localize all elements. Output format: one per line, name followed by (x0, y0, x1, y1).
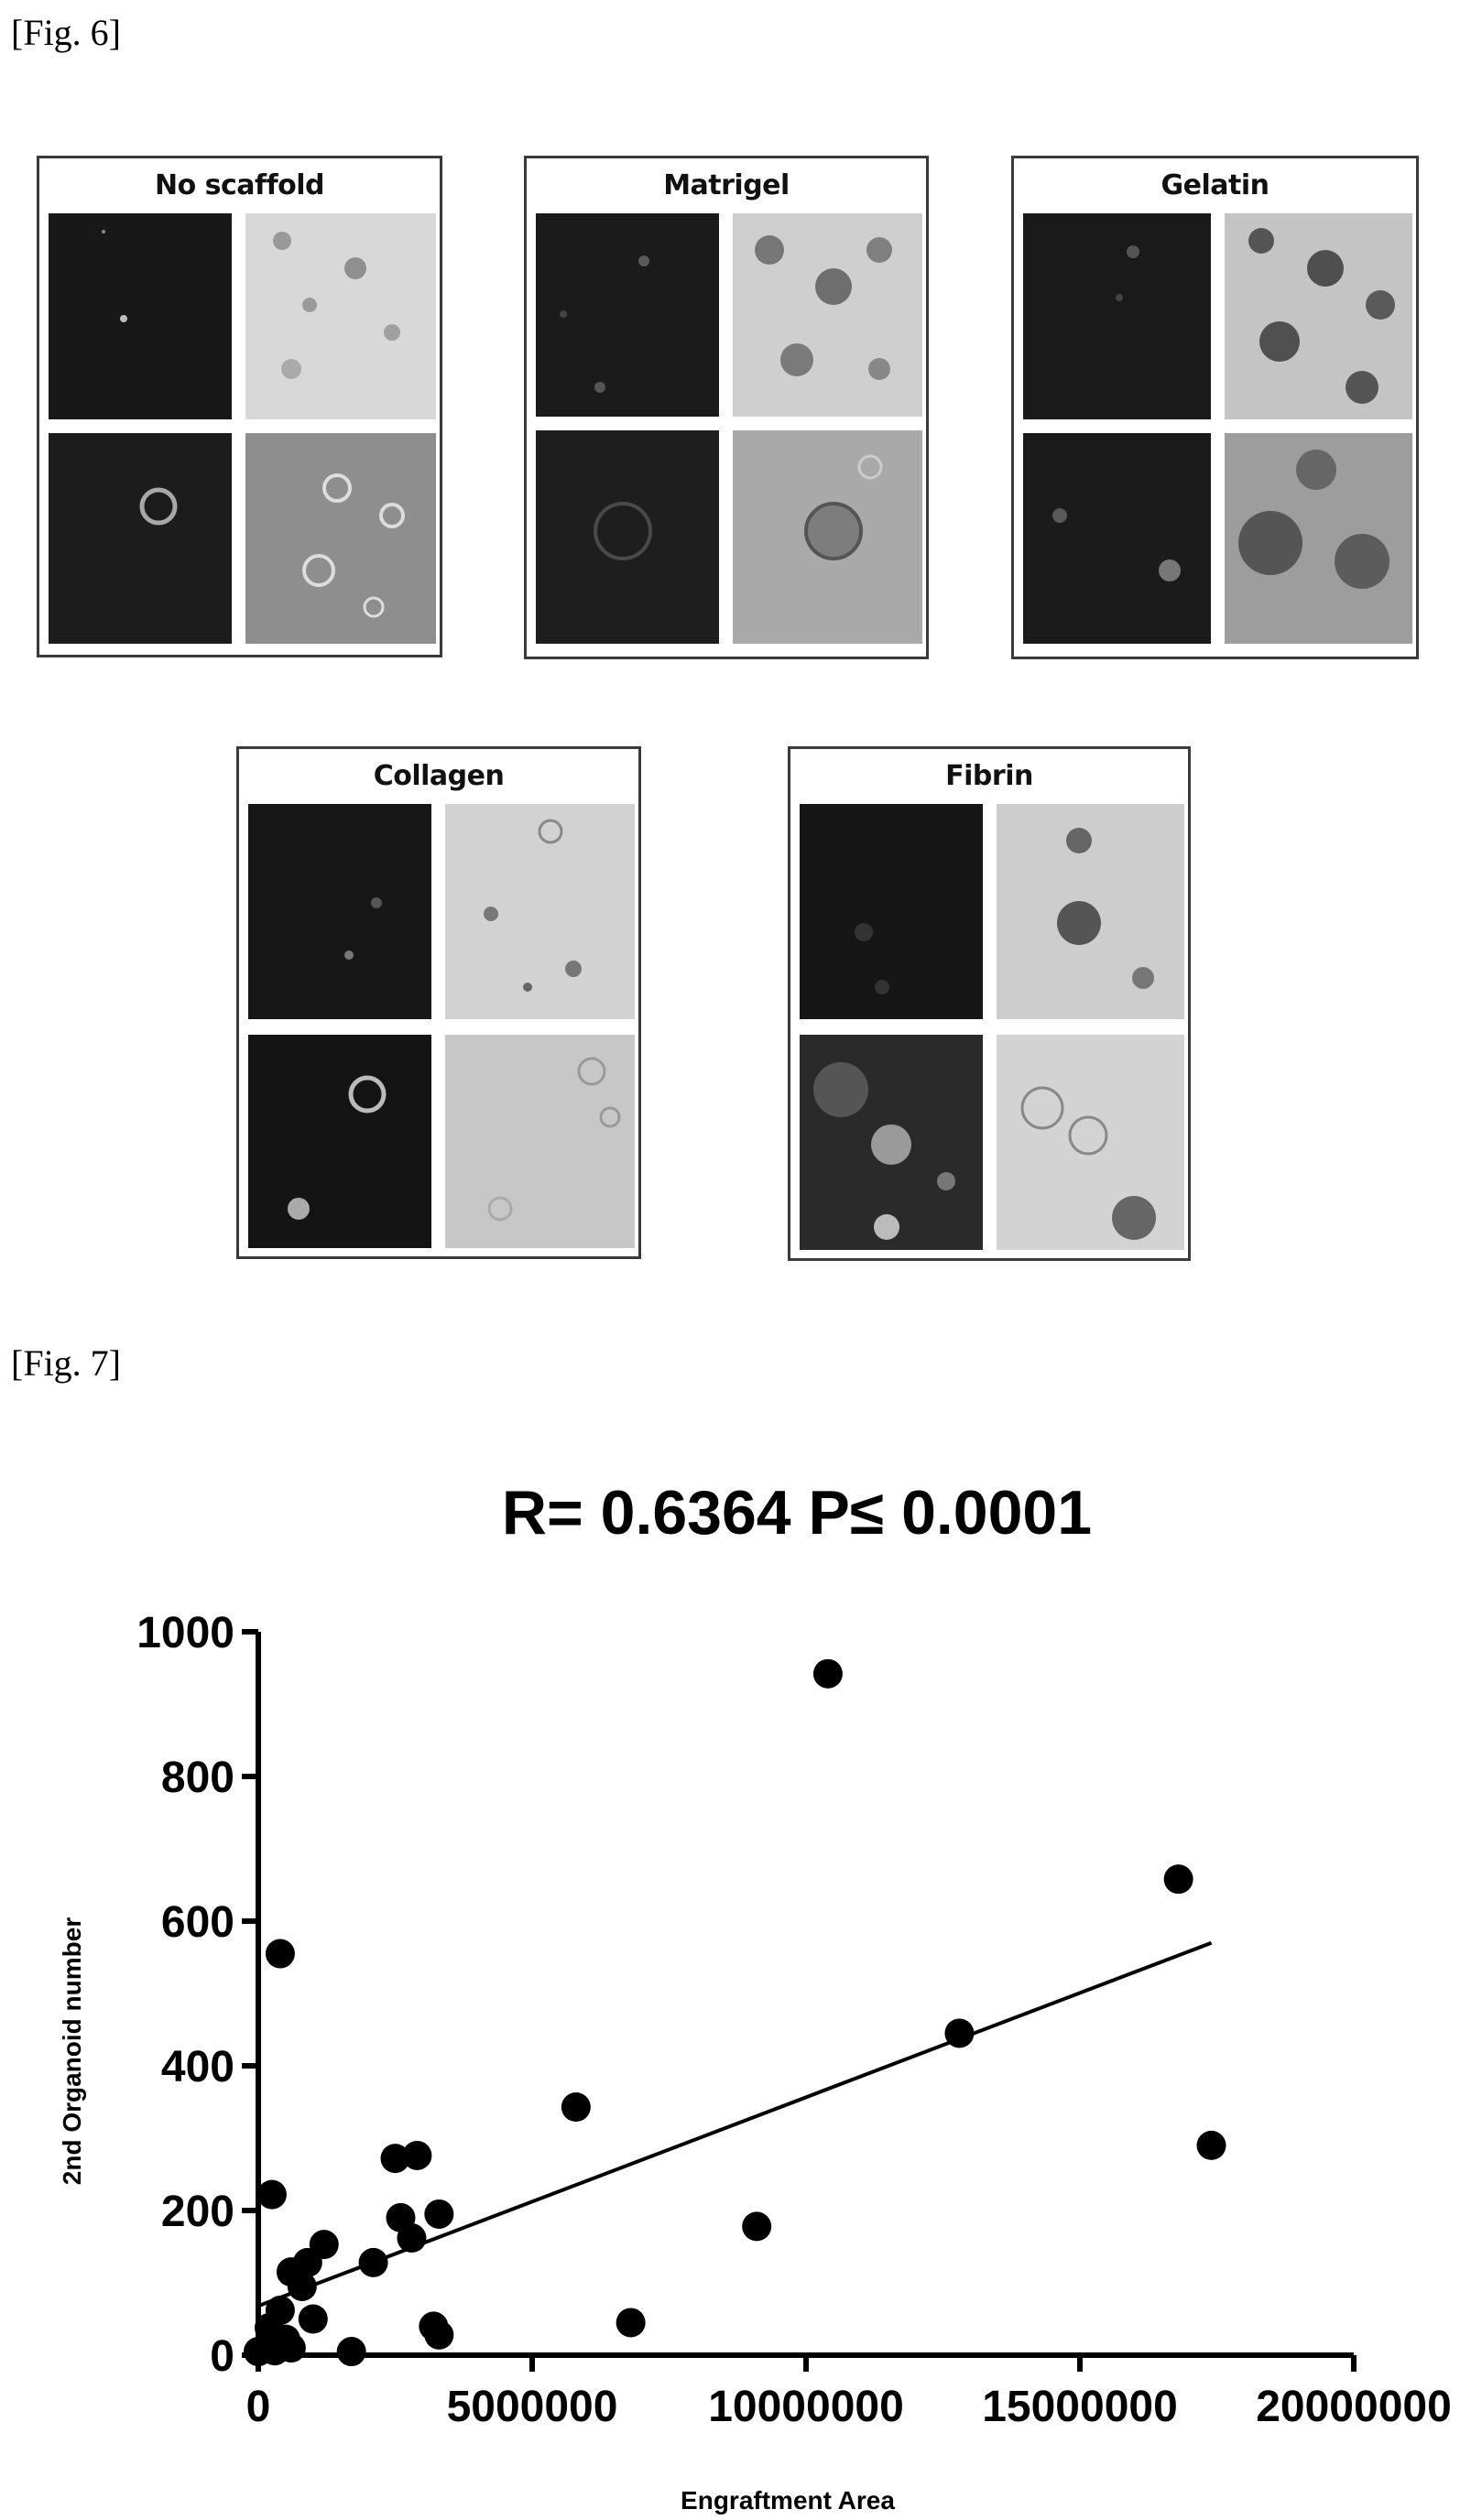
fig6-label: [Fig. 6] (11, 11, 121, 54)
fluorescence-image (49, 213, 232, 419)
y-tick-label: 1000 (136, 1609, 234, 1657)
scatter-chart: R= 0.6364 P≤ 0.0001 0 200 400 600 800 1000 0 50… (0, 1428, 1482, 2520)
x-tick-label: 10000000 (708, 2383, 904, 2431)
panel-gelatin: Gelatin (1011, 156, 1419, 659)
data-point (561, 2092, 591, 2122)
data-point (1197, 2131, 1226, 2160)
y-tick-label: 400 (161, 2043, 234, 2091)
panel-fibrin: Fibrin (788, 746, 1191, 1261)
y-tick-label: 200 (161, 2188, 234, 2236)
x-tick-label: 15000000 (982, 2383, 1178, 2431)
fluorescence-image (536, 430, 719, 644)
chart-axes: 0 200 400 600 800 1000 0 5000000 10000000 1500000… (136, 1609, 1452, 2431)
x-axis-label: Engraftment Area (681, 2486, 895, 2515)
data-point (813, 1659, 843, 1689)
data-points (244, 1659, 1226, 2366)
brightfield-image (1225, 433, 1412, 644)
fluorescence-image (800, 804, 983, 1019)
panel-no-scaffold: No scaffold (37, 156, 442, 657)
fluorescence-image (49, 433, 232, 644)
data-point (260, 2336, 289, 2365)
data-point (359, 2248, 388, 2277)
brightfield-image (245, 213, 436, 419)
y-tick-label: 600 (161, 1898, 234, 1947)
data-point (1164, 1864, 1193, 1894)
panel-matrigel: Matrigel (524, 156, 929, 659)
brightfield-image (733, 430, 922, 644)
data-point (337, 2337, 366, 2366)
x-tick-label: 0 (246, 2383, 271, 2431)
fluorescence-image (1023, 213, 1211, 419)
fig7-label: [Fig. 7] (11, 1341, 121, 1385)
data-point (944, 2018, 974, 2048)
fluorescence-image (800, 1035, 983, 1250)
brightfield-image (245, 433, 436, 644)
data-point (424, 2200, 453, 2229)
data-point (616, 2308, 646, 2337)
chart-title: R= 0.6364 P≤ 0.0001 (502, 1478, 1092, 1548)
y-tick-label: 800 (161, 1754, 234, 1802)
x-tick-label: 5000000 (447, 2383, 618, 2431)
data-point (402, 2141, 431, 2170)
fit-line (258, 1943, 1212, 2307)
panel-title: Fibrin (790, 749, 1188, 804)
data-point (742, 2211, 771, 2241)
data-point (397, 2223, 426, 2253)
panel-collagen: Collagen (236, 746, 641, 1259)
y-tick-label: 0 (210, 2332, 234, 2381)
fit-line-group (258, 1943, 1212, 2307)
panel-title: Collagen (239, 749, 638, 804)
brightfield-image (997, 804, 1184, 1019)
fluorescence-image (248, 804, 431, 1019)
brightfield-image (445, 1035, 635, 1248)
data-point (266, 1939, 295, 1969)
brightfield-image (997, 1035, 1184, 1250)
brightfield-image (733, 213, 922, 417)
brightfield-image (1225, 213, 1412, 419)
brightfield-image (445, 804, 635, 1019)
panel-title: Gelatin (1014, 158, 1416, 213)
data-point (424, 2320, 453, 2350)
x-tick-label: 20000000 (1256, 2383, 1452, 2431)
fluorescence-image (248, 1035, 431, 1248)
y-axis-label: 2nd Organoid number (58, 1917, 86, 2186)
data-point (299, 2305, 328, 2334)
panel-title: Matrigel (527, 158, 926, 213)
data-point (257, 2180, 287, 2210)
panel-title: No scaffold (39, 158, 440, 213)
fluorescence-image (1023, 433, 1211, 644)
data-point (288, 2272, 317, 2301)
fluorescence-image (536, 213, 719, 417)
